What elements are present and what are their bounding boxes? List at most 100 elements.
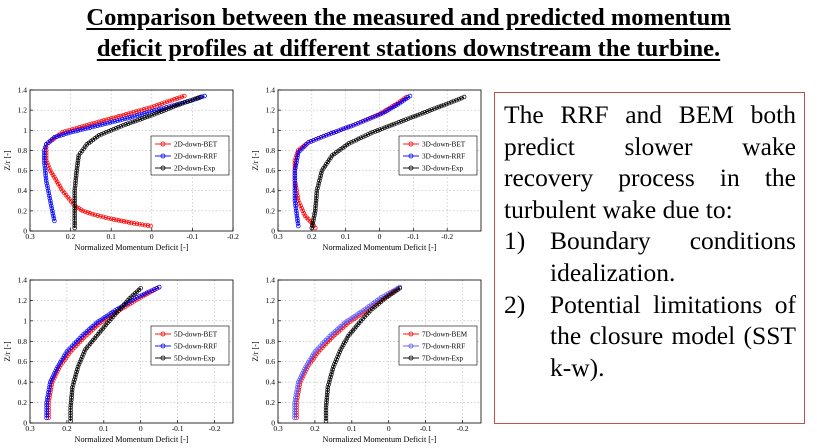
- data-point: [49, 203, 54, 209]
- data-point: [53, 368, 58, 374]
- data-point: [303, 364, 308, 370]
- data-point: [85, 210, 90, 215]
- data-point: [45, 160, 50, 166]
- data-point: [346, 124, 351, 130]
- data-point: [311, 138, 316, 143]
- x-tick-label: -0.2: [209, 424, 221, 433]
- reason-item-2: 2) Potential limitations of the closure m…: [504, 289, 796, 382]
- data-point: [333, 359, 338, 365]
- data-point: [89, 121, 94, 127]
- data-point: [410, 114, 416, 120]
- data-point: [105, 120, 110, 126]
- data-point: [292, 180, 298, 186]
- x-tick-label: 0: [139, 424, 143, 433]
- x-tick-label: 0.3: [273, 232, 283, 241]
- data-point: [102, 121, 108, 127]
- data-point: [344, 336, 350, 341]
- data-point: [351, 122, 356, 128]
- data-point: [292, 198, 298, 204]
- data-point: [327, 377, 333, 382]
- data-point: [144, 106, 149, 111]
- data-point: [295, 385, 300, 390]
- data-point: [91, 120, 97, 126]
- data-point: [299, 373, 304, 378]
- data-point: [63, 351, 68, 356]
- data-point: [80, 127, 86, 132]
- data-point: [331, 364, 336, 370]
- x-tick-label: -0.1: [420, 424, 432, 433]
- data-point: [293, 163, 299, 168]
- data-point: [417, 111, 423, 117]
- data-point: [44, 402, 49, 408]
- plot-frame: [29, 89, 234, 232]
- data-point: [78, 127, 83, 133]
- legend-swatch-marker: [408, 153, 414, 159]
- y-tick-label: 0.6: [18, 166, 28, 175]
- data-point: [170, 104, 176, 110]
- data-point: [69, 387, 75, 393]
- data-point: [403, 117, 409, 122]
- explanation-textbox: The RRF and BEM both predict slower wake…: [494, 92, 805, 424]
- data-point: [99, 132, 104, 137]
- data-point: [202, 93, 207, 99]
- data-point: [348, 123, 354, 129]
- data-point: [323, 405, 329, 410]
- data-point: [384, 294, 390, 300]
- data-point: [68, 410, 73, 416]
- data-point: [151, 112, 157, 117]
- data-point: [175, 102, 181, 108]
- data-point: [389, 122, 394, 128]
- x-axis-label: Normalized Momentum Deficit [-]: [323, 435, 437, 444]
- data-point: [73, 178, 78, 183]
- data-point: [82, 126, 88, 131]
- data-point: [294, 390, 299, 395]
- y-axis-label: Z/r [-]: [251, 150, 260, 171]
- reasons-list: 1) Boundary conditions idealization. 2) Po…: [504, 225, 796, 383]
- data-point: [391, 121, 397, 127]
- data-point: [188, 98, 193, 103]
- data-point: [96, 133, 102, 138]
- data-point: [342, 340, 347, 346]
- data-point: [137, 221, 142, 227]
- data-point: [115, 118, 120, 123]
- data-point: [42, 168, 48, 173]
- data-point: [330, 367, 335, 372]
- data-point: [306, 140, 311, 145]
- data-point: [41, 158, 47, 163]
- y-tick-label: 0.2: [18, 398, 28, 407]
- data-point: [331, 130, 336, 135]
- data-point: [310, 220, 316, 226]
- data-point: [308, 139, 314, 144]
- title-line-2: deficit profiles at different stations d…: [96, 35, 721, 62]
- data-point: [138, 285, 143, 291]
- y-tick-label: 1: [271, 126, 275, 135]
- data-point: [157, 102, 162, 107]
- data-point: [56, 362, 62, 367]
- data-point: [293, 203, 298, 209]
- data-point: [172, 97, 177, 102]
- y-tick-label: 1.4: [18, 86, 28, 95]
- data-point: [72, 223, 77, 228]
- data-point: [313, 198, 319, 204]
- data-point: [114, 217, 119, 223]
- data-point: [346, 141, 352, 146]
- y-tick-label: 1: [271, 316, 275, 325]
- data-point: [341, 126, 346, 132]
- explanation-intro: The RRF and BEM both predict slower wake…: [504, 100, 796, 224]
- y-tick-label: 0: [23, 227, 27, 236]
- data-point: [72, 225, 77, 231]
- data-point: [43, 173, 48, 178]
- data-point: [454, 97, 459, 103]
- y-tick-label: 1: [23, 316, 27, 325]
- data-point: [108, 216, 114, 222]
- series-3D-down-Exp: [309, 94, 467, 231]
- data-point: [110, 119, 115, 125]
- data-point: [314, 193, 319, 199]
- data-point: [449, 99, 454, 105]
- data-point: [71, 379, 77, 385]
- data-point: [76, 362, 82, 367]
- data-point: [87, 211, 93, 216]
- data-point: [73, 180, 78, 186]
- x-tick-label: -0.1: [186, 232, 198, 241]
- legend-label: 3D-down-Exp: [422, 165, 464, 173]
